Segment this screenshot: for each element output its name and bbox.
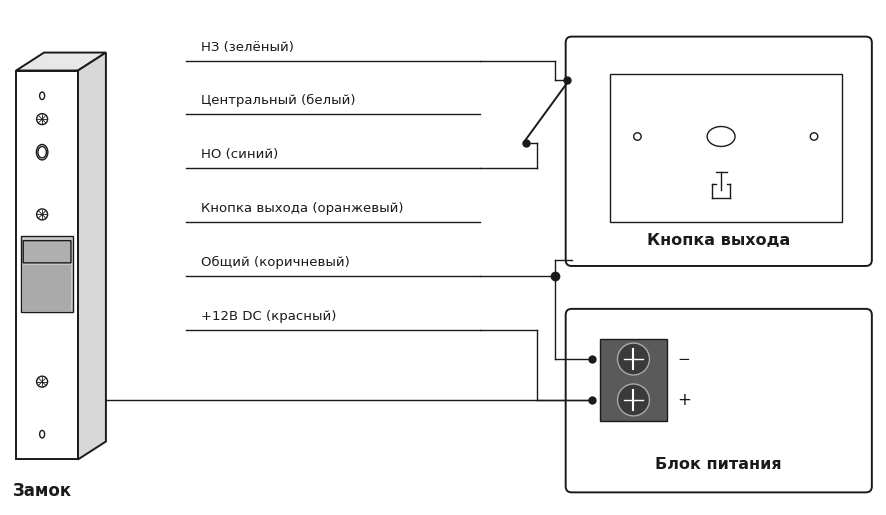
Ellipse shape xyxy=(36,144,48,160)
Bar xyxy=(23,265,71,311)
Ellipse shape xyxy=(38,146,46,158)
Text: −: − xyxy=(677,352,689,367)
FancyBboxPatch shape xyxy=(23,241,71,263)
Bar xyxy=(16,71,78,459)
Circle shape xyxy=(36,114,48,125)
Text: +: + xyxy=(677,391,690,409)
Text: Общий (коричневый): Общий (коричневый) xyxy=(200,256,349,269)
Polygon shape xyxy=(16,53,105,71)
Circle shape xyxy=(36,209,48,220)
FancyBboxPatch shape xyxy=(565,37,871,266)
Circle shape xyxy=(36,376,48,387)
FancyBboxPatch shape xyxy=(565,309,871,492)
Text: НО (синий): НО (синий) xyxy=(200,148,277,161)
Ellipse shape xyxy=(810,133,817,140)
Text: НЗ (зелёный): НЗ (зелёный) xyxy=(200,41,293,54)
Text: Замок: Замок xyxy=(12,483,72,501)
Text: Центральный (белый): Центральный (белый) xyxy=(200,94,354,108)
Text: Кнопка выхода: Кнопка выхода xyxy=(647,233,789,248)
Text: Кнопка выхода (оранжевый): Кнопка выхода (оранжевый) xyxy=(200,202,403,215)
Circle shape xyxy=(617,384,649,416)
Ellipse shape xyxy=(633,133,641,140)
Text: +12В DC (красный): +12В DC (красный) xyxy=(200,310,336,323)
Ellipse shape xyxy=(40,431,44,438)
Bar xyxy=(609,75,841,222)
Bar xyxy=(21,236,73,312)
Bar xyxy=(599,339,666,421)
Text: Блок питания: Блок питания xyxy=(655,457,781,472)
Ellipse shape xyxy=(706,127,734,146)
Circle shape xyxy=(617,343,649,375)
Ellipse shape xyxy=(40,92,44,99)
Polygon shape xyxy=(78,53,105,459)
